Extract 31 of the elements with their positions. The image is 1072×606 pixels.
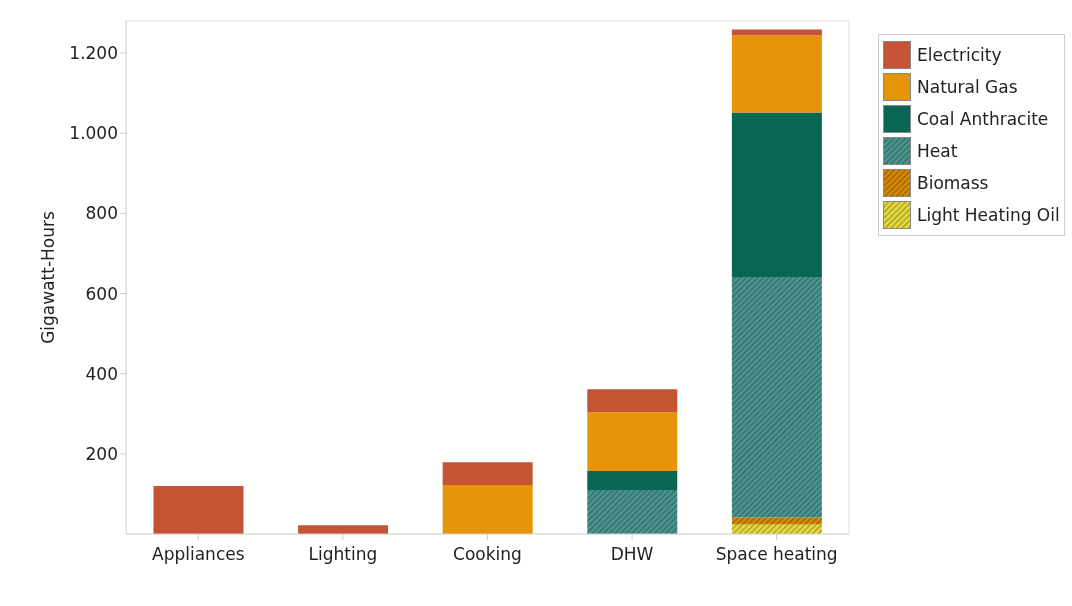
x-tick-label: Appliances	[152, 544, 245, 565]
legend-label: Biomass	[917, 173, 989, 193]
y-tick-label: 1.000	[69, 123, 118, 144]
x-tick-label: Lighting	[308, 544, 378, 565]
x-tick-label: DHW	[610, 544, 654, 565]
bar	[153, 485, 244, 534]
legend-label: Light Heating Oil	[917, 205, 1060, 225]
bar	[731, 277, 822, 518]
y-tick-label: 200	[85, 443, 118, 464]
bar	[442, 485, 533, 534]
bar	[298, 525, 389, 534]
bar	[587, 471, 678, 490]
x-tick-label: Space heating	[715, 544, 838, 565]
bar	[587, 389, 678, 413]
y-tick-label: 400	[85, 363, 118, 384]
bar	[731, 112, 822, 278]
y-axis-title: Gigawatt-Hours	[38, 211, 59, 344]
bar	[731, 35, 822, 113]
legend-label: Natural Gas	[917, 77, 1018, 97]
legend-label: Electricity	[917, 45, 1002, 65]
legend-label: Coal Anthracite	[917, 109, 1049, 129]
bar	[587, 489, 678, 534]
y-tick-label: 1.200	[69, 43, 118, 64]
bar	[731, 524, 822, 534]
legend-label: Heat	[917, 141, 958, 161]
y-tick-label: 800	[85, 203, 118, 224]
x-tick-label: Cooking	[453, 544, 522, 565]
y-tick-label: 600	[85, 283, 118, 304]
bar	[587, 412, 678, 472]
bar	[731, 29, 822, 36]
bar	[442, 462, 533, 486]
